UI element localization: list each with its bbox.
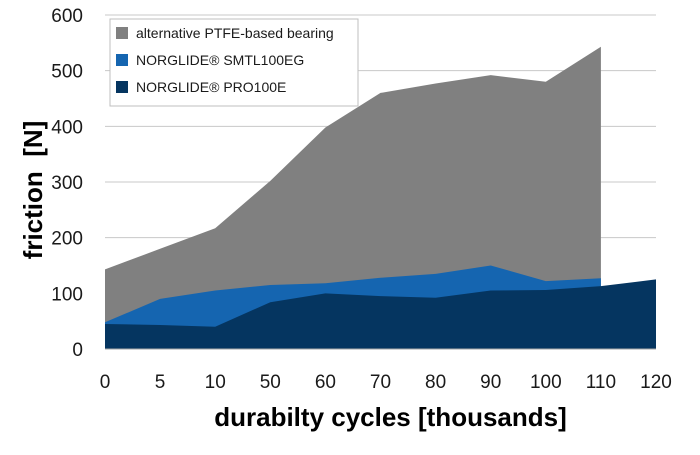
legend: alternative PTFE-based bearing NORGLIDE® … bbox=[109, 18, 359, 107]
x-tick-label-0: 0 bbox=[100, 372, 111, 393]
x-tick-label-2: 10 bbox=[205, 372, 226, 393]
y-tick-label-6: 600 bbox=[51, 6, 83, 27]
y-tick-label-3: 300 bbox=[51, 173, 83, 194]
y-tick-label-2: 200 bbox=[51, 229, 83, 250]
chart-areas bbox=[105, 46, 656, 349]
y-tick-label-4: 400 bbox=[51, 117, 83, 138]
x-axis-title: durabilty cycles [thousands] bbox=[214, 402, 567, 432]
legend-label-2: NORGLIDE® PRO100E bbox=[136, 79, 286, 95]
legend-label-0: alternative PTFE-based bearing bbox=[136, 25, 334, 41]
x-tick-labels: 0 5 10 50 60 70 80 90 100 110 120 bbox=[100, 372, 672, 393]
legend-label-1: NORGLIDE® SMTL100EG bbox=[136, 52, 304, 68]
x-tick-label-1: 5 bbox=[155, 372, 166, 393]
area-series-2 bbox=[105, 279, 656, 349]
x-tick-label-3: 50 bbox=[260, 372, 281, 393]
x-tick-label-8: 100 bbox=[530, 372, 562, 393]
y-axis-title: friction [N] bbox=[18, 121, 48, 260]
legend-swatch-0 bbox=[116, 27, 128, 39]
x-tick-label-10: 120 bbox=[640, 372, 672, 393]
y-tick-labels: 0 100 200 300 400 500 600 bbox=[51, 6, 83, 361]
y-tick-label-5: 500 bbox=[51, 62, 83, 83]
x-tick-label-5: 70 bbox=[370, 372, 391, 393]
legend-swatch-2 bbox=[116, 81, 128, 93]
legend-swatch-1 bbox=[116, 54, 128, 66]
y-tick-label-1: 100 bbox=[51, 284, 83, 305]
x-tick-label-6: 80 bbox=[425, 372, 446, 393]
x-tick-label-4: 60 bbox=[315, 372, 336, 393]
legend-box bbox=[109, 18, 359, 107]
x-tick-label-9: 110 bbox=[586, 372, 616, 393]
y-tick-label-0: 0 bbox=[72, 340, 83, 361]
x-tick-label-7: 90 bbox=[480, 372, 501, 393]
